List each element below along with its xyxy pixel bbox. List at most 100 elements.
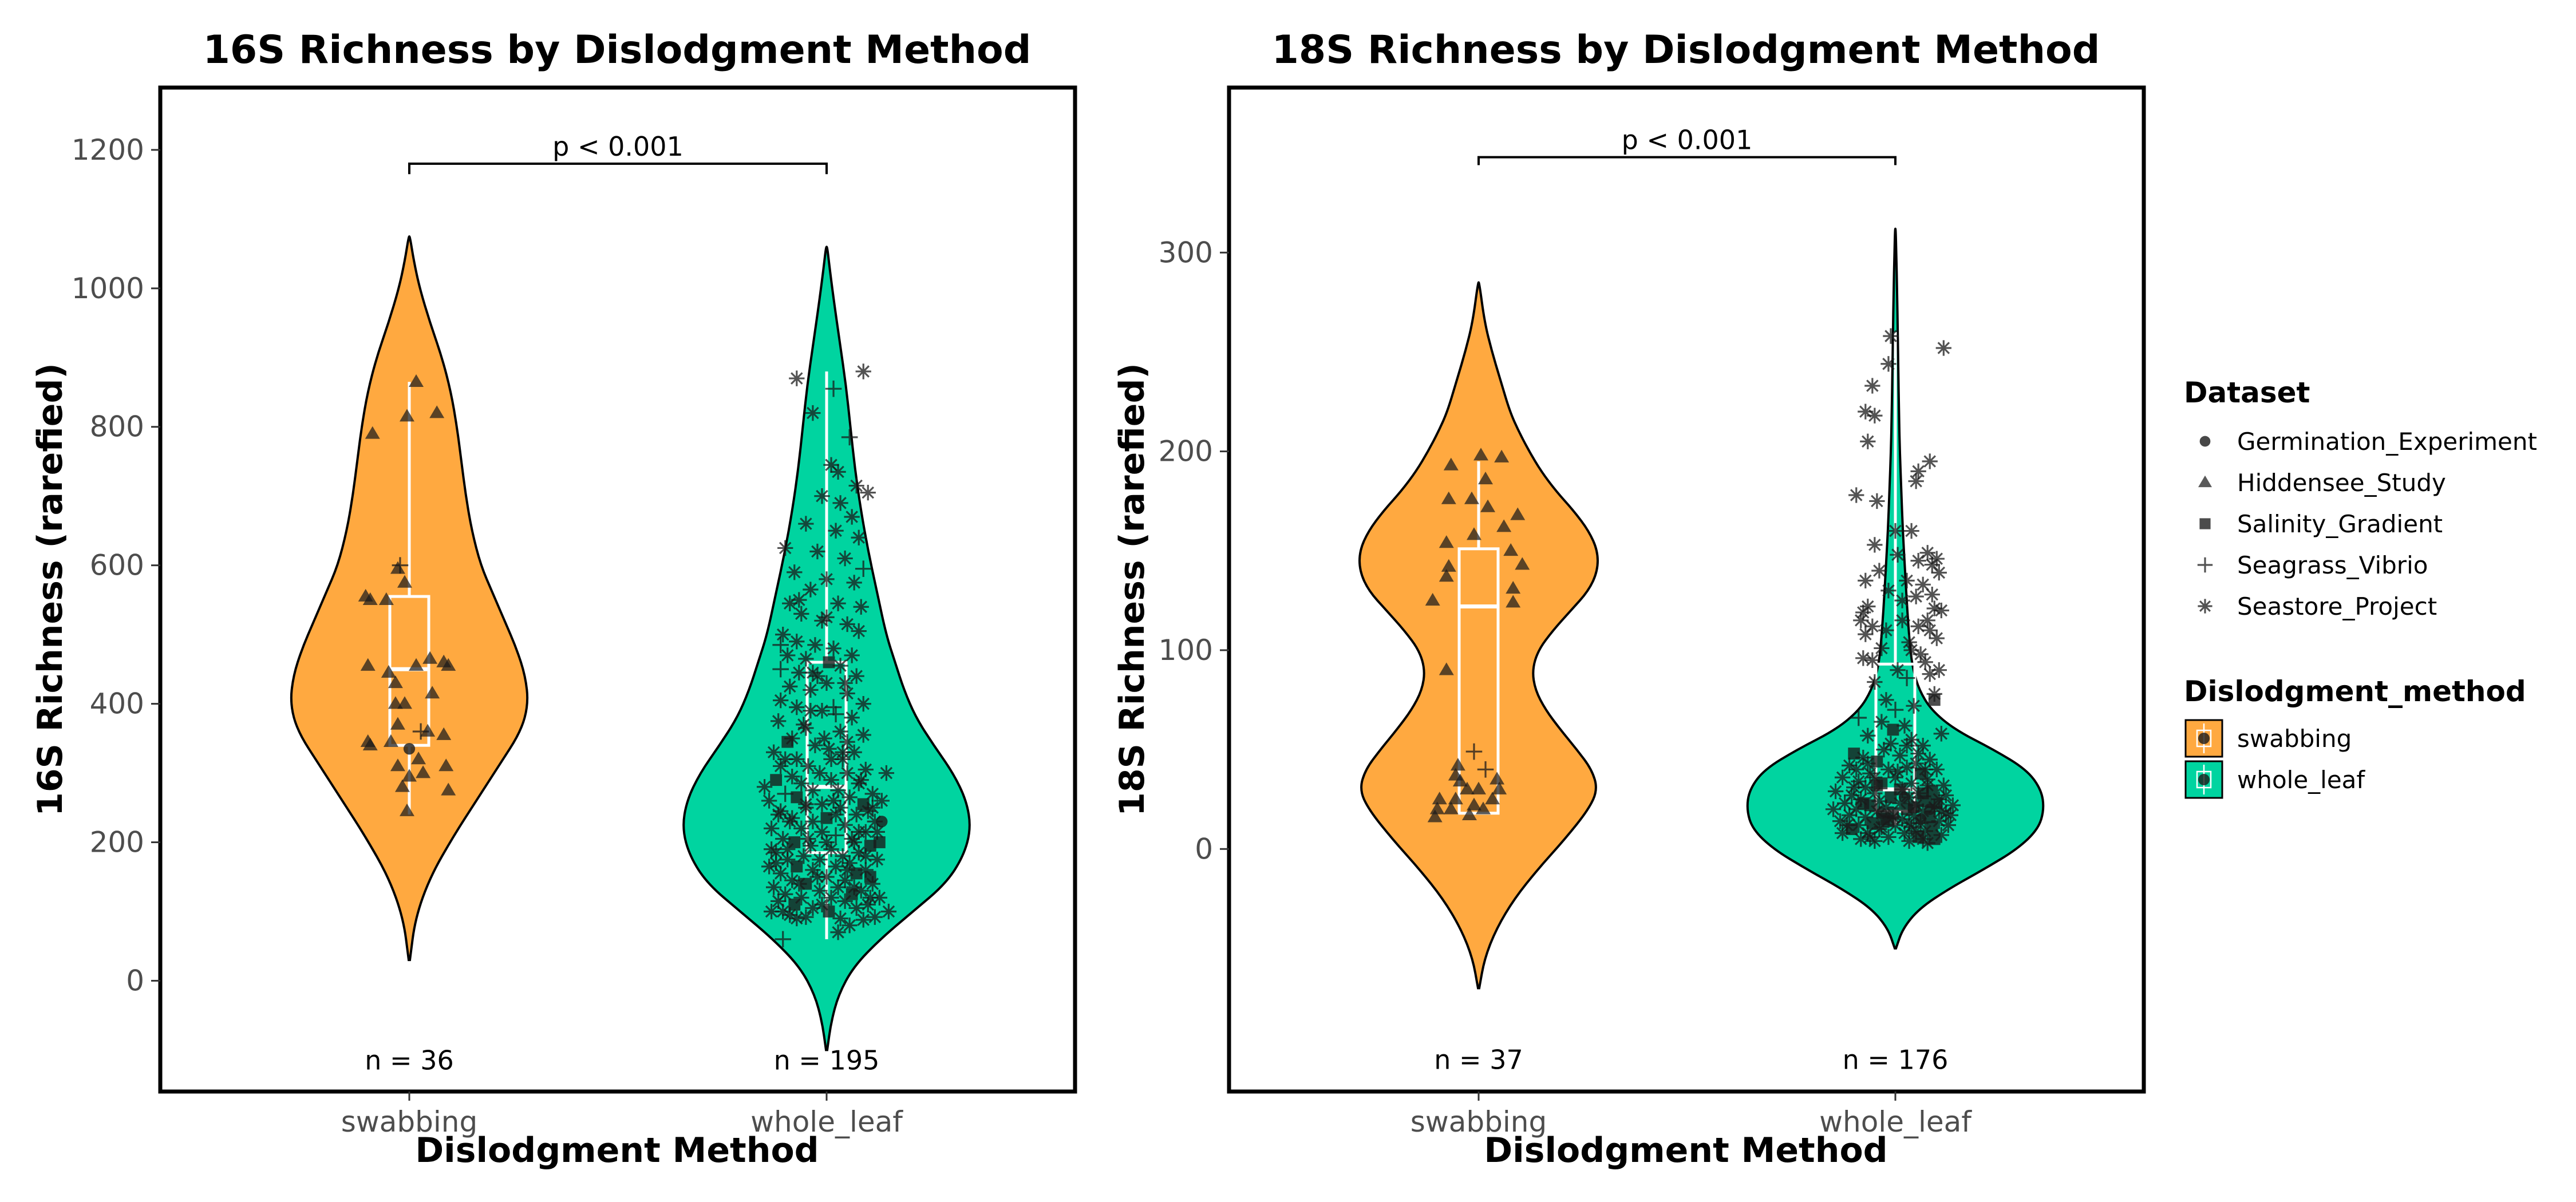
panel-18s-point-whole-leaf [1933, 726, 1949, 742]
panel-18s-point-whole-leaf [1855, 604, 1871, 620]
panel-18s-point-whole-leaf [1931, 564, 1947, 581]
panel-18s-point-whole-leaf [1922, 666, 1938, 682]
panel-18s-point-swabbing [1506, 581, 1521, 594]
panel-18s-point-whole-leaf [1878, 799, 1894, 815]
panel-16s-point-whole-leaf [830, 924, 846, 940]
panel-18s-point-whole-leaf [1887, 723, 1899, 736]
panel-16s-point-whole-leaf [780, 841, 796, 857]
panel-18s-point-whole-leaf [1874, 714, 1890, 730]
legend-dataset-entries: Germination_Experiment Hiddensee_Study Sal… [2197, 428, 2537, 620]
panel-18s-point-swabbing [1441, 559, 1456, 572]
panel-18s-point-whole-leaf [1864, 378, 1880, 394]
panel-18s-point-swabbing [1439, 535, 1454, 548]
panel-16s-point-swabbing [392, 557, 409, 574]
legend: Dataset Dislodgment_method Germination_E… [2184, 376, 2537, 799]
panel-16s-point-whole-leaf [830, 879, 846, 895]
panel-18s-point-whole-leaf [1835, 769, 1851, 785]
panel-16s-point-whole-leaf [832, 723, 848, 740]
panel-18s-point-whole-leaf [1892, 748, 1908, 764]
panel-16s-point-whole-leaf [782, 907, 798, 923]
panel-18s-point-swabbing [1477, 761, 1494, 778]
panel-18s-point-whole-leaf [1924, 556, 1940, 573]
panel-16s-point-whole-leaf [809, 869, 825, 885]
panel-18s-point-whole-leaf [1880, 356, 1897, 372]
panel-16s-y-tick-label: 400 [90, 687, 144, 721]
panel-18s-point-whole-leaf [1892, 795, 1908, 812]
panel-18s-point-whole-leaf [1878, 692, 1894, 708]
panel-16s-point-whole-leaf [832, 800, 848, 816]
panel-16s-point-whole-leaf [787, 564, 803, 580]
panel-18s-y-axis: 0 100 200 300 [1159, 236, 1229, 865]
panel-18s-point-whole-leaf [1924, 803, 1936, 815]
panel-18s-point-whole-leaf [1869, 493, 1885, 509]
panel-16s-point-swabbing [441, 658, 456, 671]
panel-18s-point-whole-leaf [1862, 829, 1878, 845]
panel-16s-point-whole-leaf [772, 636, 789, 654]
panel-16s-y-axis-label: 16S Richness (rarefied) [30, 363, 70, 816]
panel-18s-point-swabbing [1496, 519, 1512, 532]
panel-16s-point-whole-leaf [823, 457, 839, 473]
panel-16s-point-whole-leaf [823, 889, 839, 906]
legend-method-entries: swabbing whole_leaf [2184, 719, 2365, 799]
panel-16s-point-whole-leaf [777, 540, 793, 556]
panel-16s-point-whole-leaf [823, 656, 835, 669]
panel-18s-point-whole-leaf [1915, 803, 1931, 819]
panel-18s-point-whole-leaf [1857, 797, 1870, 809]
panel-16s-point-whole-leaf [791, 876, 807, 892]
panel-18s-point-whole-leaf [1842, 757, 1858, 774]
panel-16s-point-whole-leaf [793, 776, 809, 792]
panel-16s-point-whole-leaf [851, 824, 867, 840]
panel-16s-point-whole-leaf [796, 848, 812, 864]
panel-16s-point-whole-leaf [839, 685, 855, 702]
panel-16s-frame [158, 85, 1077, 1094]
panel-16s-point-whole-leaf [851, 623, 867, 639]
panel-18s-point-whole-leaf [1935, 777, 1951, 793]
panel-16s-point-whole-leaf [805, 862, 821, 878]
panel-16s-point-swabbing [390, 717, 405, 730]
panel-16s-point-swabbing [409, 374, 424, 387]
panel-16s-point-whole-leaf [828, 523, 844, 539]
panel-18s-point-whole-leaf [1945, 797, 1961, 813]
panel-16s-point-whole-leaf [846, 575, 862, 591]
panel-18s-point-whole-leaf [1867, 674, 1883, 690]
panel-18s-point-swabbing [1461, 807, 1477, 821]
panel-18s-point-whole-leaf [1906, 698, 1922, 714]
panel-16s-point-whole-leaf [782, 595, 798, 611]
panel-18s-point-whole-leaf [1894, 592, 1910, 608]
panel-18s-point-swabbing [1471, 781, 1486, 794]
panel-16s-point-whole-leaf [830, 595, 846, 611]
panel-18s-point-whole-leaf [1919, 777, 1935, 793]
panel-18s-point-whole-leaf [1898, 670, 1915, 686]
panel-16s-point-whole-leaf [839, 616, 855, 632]
panel-16s-point-whole-leaf [763, 820, 780, 836]
panel-16s-y-tick-label: 1200 [72, 133, 144, 167]
panel-16s-point-swabbing [397, 575, 412, 588]
panel-16s-point-swabbing [403, 743, 416, 755]
panel-16s-point-whole-leaf [773, 692, 789, 709]
panel-18s-point-whole-leaf [1901, 815, 1917, 831]
panel-18s-point-whole-leaf [1842, 807, 1858, 823]
panel-18s-point-whole-leaf [1887, 817, 1903, 833]
panel-18s-point-whole-leaf [1922, 752, 1938, 768]
panel-18s-point-whole-leaf [1910, 552, 1926, 569]
panel-16s-y-axis: 0 200 400 600 800 1000 1200 [72, 133, 160, 997]
panel-16s-point-whole-leaf [796, 717, 812, 733]
panel-18s-point-whole-leaf [1890, 662, 1906, 678]
panel-18s-point-swabbing [1466, 527, 1481, 540]
panel-18s-point-swabbing [1473, 448, 1489, 461]
panel-16s-point-whole-leaf [867, 909, 883, 925]
panel-16s-point-whole-leaf [878, 765, 895, 781]
panel-18s-point-whole-leaf [1929, 630, 1945, 646]
panel-18s-point-whole-leaf [1844, 787, 1860, 804]
panel-16s-point-whole-leaf [853, 772, 869, 788]
panel-16s-point-whole-leaf [773, 865, 789, 881]
panel-16s-point-whole-leaf [864, 840, 876, 852]
panel-16s-point-whole-leaf [788, 898, 801, 911]
panel-18s-point-whole-leaf [1931, 662, 1947, 678]
panel-16s-point-whole-leaf [791, 791, 803, 804]
panel-16s-point-whole-leaf [816, 730, 832, 746]
panel-18s-point-whole-leaf [1880, 583, 1897, 599]
panel-18s-point-whole-leaf [1858, 572, 1874, 589]
panel-16s-point-whole-leaf [864, 876, 880, 892]
panel-16s-point-whole-leaf [777, 886, 793, 902]
